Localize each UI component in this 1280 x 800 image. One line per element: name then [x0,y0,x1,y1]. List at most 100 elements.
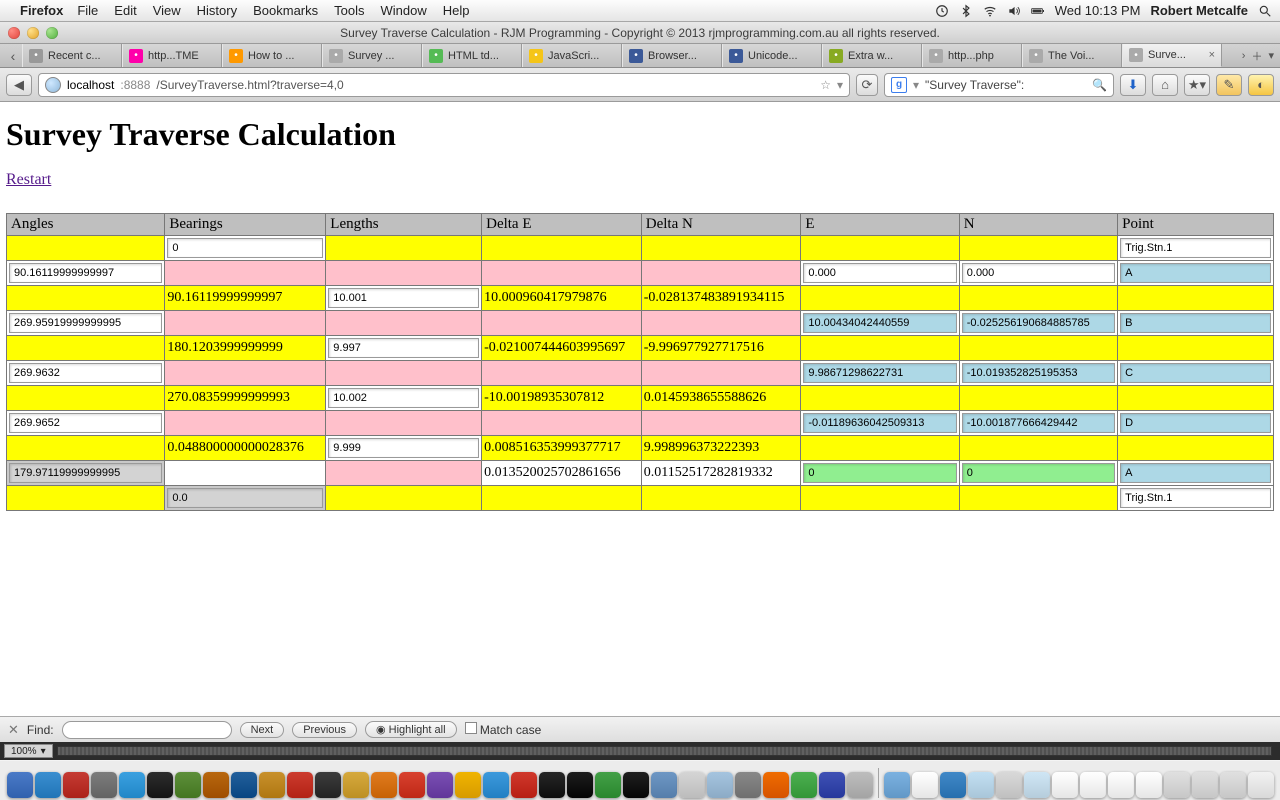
length-input[interactable] [328,438,479,458]
n-input[interactable] [962,313,1115,333]
tab[interactable]: •The Voi... [1022,44,1122,67]
point-input[interactable] [1120,363,1271,383]
dock-app-icon[interactable] [455,772,481,798]
bluetooth-icon[interactable] [959,4,973,18]
menubar-view[interactable]: View [153,3,181,18]
tab[interactable]: •http...php [922,44,1022,67]
angle-input[interactable] [9,413,162,433]
dock-app-icon[interactable] [343,772,369,798]
dock-app-icon[interactable] [427,772,453,798]
back-button[interactable]: ◀ [6,74,32,96]
dock-app-icon[interactable] [884,772,910,798]
home-button[interactable]: ⌂ [1152,74,1178,96]
point-input[interactable] [1120,263,1271,283]
dock-app-icon[interactable] [1220,772,1246,798]
point-input[interactable] [1120,413,1271,433]
menubar-history[interactable]: History [197,3,237,18]
dock-app-icon[interactable] [1024,772,1050,798]
dock-app-icon[interactable] [483,772,509,798]
list-tabs-button[interactable]: ▾ [1268,49,1274,62]
horizontal-scrollbar[interactable] [57,746,1272,756]
menubar-help[interactable]: Help [443,3,470,18]
tab[interactable]: •HTML td... [422,44,522,67]
length-input[interactable] [328,388,479,408]
tab[interactable]: •http...TME [122,44,222,67]
dock-app-icon[interactable] [1080,772,1106,798]
tab[interactable]: •JavaScri... [522,44,622,67]
dock-app-icon[interactable] [203,772,229,798]
dock-app-icon[interactable] [399,772,425,798]
angle-input[interactable] [9,463,162,483]
site-identity-icon[interactable] [45,77,61,93]
dock-app-icon[interactable] [791,772,817,798]
tab[interactable]: •Browser... [622,44,722,67]
reload-button[interactable]: ⟳ [856,74,878,96]
tab[interactable]: •Recent c... [22,44,122,67]
n-input[interactable] [962,263,1115,283]
dock-app-icon[interactable] [119,772,145,798]
dock-app-icon[interactable] [707,772,733,798]
bookmark-star-icon[interactable]: ☆ [820,78,831,92]
menubar-tools[interactable]: Tools [334,3,364,18]
dock-app-icon[interactable] [147,772,173,798]
addon-button-2[interactable]: ◐ [1248,74,1274,96]
length-input[interactable] [328,288,479,308]
point-input[interactable] [1120,238,1271,258]
tab[interactable]: •Survey ... [322,44,422,67]
menubar-app-name[interactable]: Firefox [20,3,63,18]
new-tab-button[interactable]: ＋ [1251,48,1262,64]
tab[interactable]: •Surve...× [1122,44,1222,67]
findbar-prev-button[interactable]: Previous [292,722,357,738]
dock-app-icon[interactable] [940,772,966,798]
dock-app-icon[interactable] [968,772,994,798]
dock-app-icon[interactable] [539,772,565,798]
dock-app-icon[interactable] [7,772,33,798]
dock-app-icon[interactable] [763,772,789,798]
dock-app-icon[interactable] [35,772,61,798]
tab[interactable]: •How to ... [222,44,322,67]
dock-app-icon[interactable] [315,772,341,798]
e-input[interactable] [803,463,956,483]
e-input[interactable] [803,263,956,283]
findbar-input[interactable] [62,721,232,739]
search-engine-icon[interactable]: g [891,77,907,93]
dock-app-icon[interactable] [819,772,845,798]
e-input[interactable] [803,363,956,383]
dock-app-icon[interactable] [1136,772,1162,798]
dock-app-icon[interactable] [595,772,621,798]
dock-app-icon[interactable] [1108,772,1134,798]
battery-icon[interactable] [1031,4,1045,18]
checkbox-icon[interactable] [465,722,477,734]
dock-app-icon[interactable] [1192,772,1218,798]
n-input[interactable] [962,363,1115,383]
menubar-bookmarks[interactable]: Bookmarks [253,3,318,18]
time-machine-icon[interactable] [935,4,949,18]
url-bar[interactable]: localhost:8888/SurveyTraverse.html?trave… [38,73,850,97]
dock-app-icon[interactable] [912,772,938,798]
menubar-clock[interactable]: Wed 10:13 PM [1055,3,1141,18]
dock-app-icon[interactable] [175,772,201,798]
tab-close-icon[interactable]: × [1209,49,1215,61]
downloads-button[interactable]: ⬇ [1120,74,1146,96]
dock-app-icon[interactable] [371,772,397,798]
dock-app-icon[interactable] [679,772,705,798]
n-input[interactable] [962,463,1115,483]
spotlight-icon[interactable] [1258,4,1272,18]
search-go-icon[interactable]: 🔍 [1092,78,1107,92]
point-input[interactable] [1120,313,1271,333]
dock-app-icon[interactable] [623,772,649,798]
e-input[interactable] [803,313,956,333]
dock-app-icon[interactable] [259,772,285,798]
menubar-file[interactable]: File [77,3,98,18]
point-input[interactable] [1120,488,1271,508]
zoom-level[interactable]: 100% ▾ [4,744,53,758]
addon-button-1[interactable]: ✎ [1216,74,1242,96]
bookmarks-menu-button[interactable]: ★▾ [1184,74,1210,96]
findbar-next-button[interactable]: Next [240,722,285,738]
tab[interactable]: •Extra w... [822,44,922,67]
dock-app-icon[interactable] [231,772,257,798]
angle-input[interactable] [9,363,162,383]
search-box[interactable]: g ▾ "Survey Traverse": 🔍 [884,73,1114,97]
menubar-window[interactable]: Window [381,3,427,18]
dock-app-icon[interactable] [91,772,117,798]
